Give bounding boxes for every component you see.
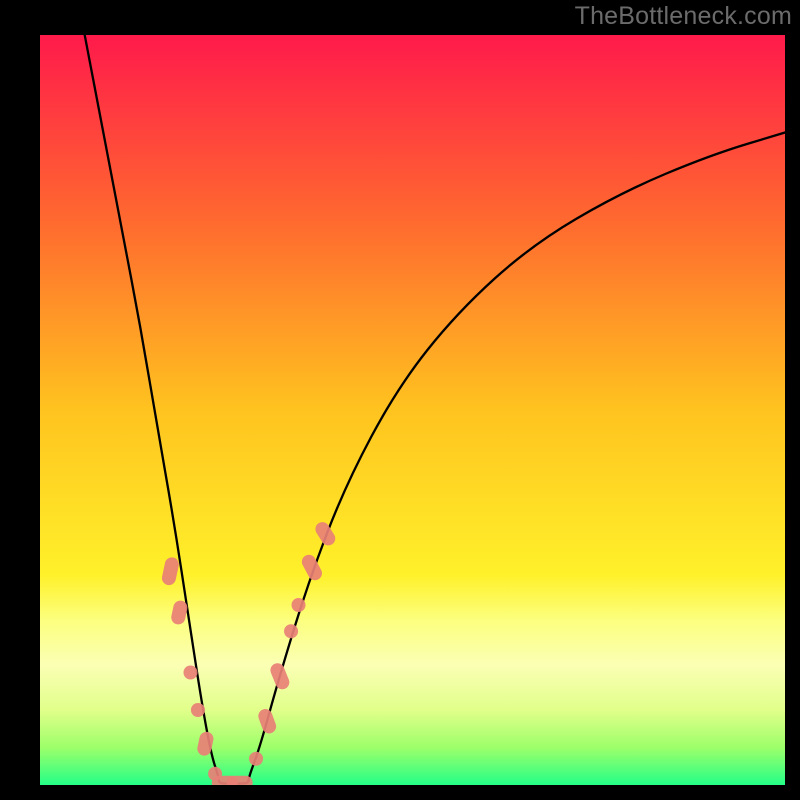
marker-dot xyxy=(183,666,197,680)
bottleneck-curve-chart xyxy=(40,35,785,785)
marker-capsule xyxy=(227,776,253,785)
gradient-background xyxy=(40,35,785,785)
chart-container: TheBottleneck.com xyxy=(0,0,800,800)
marker-dot xyxy=(249,752,263,766)
marker-dot xyxy=(284,624,298,638)
marker-dot xyxy=(191,703,205,717)
watermark-text: TheBottleneck.com xyxy=(575,0,800,31)
marker-dot xyxy=(292,598,306,612)
plot-area xyxy=(40,35,785,785)
